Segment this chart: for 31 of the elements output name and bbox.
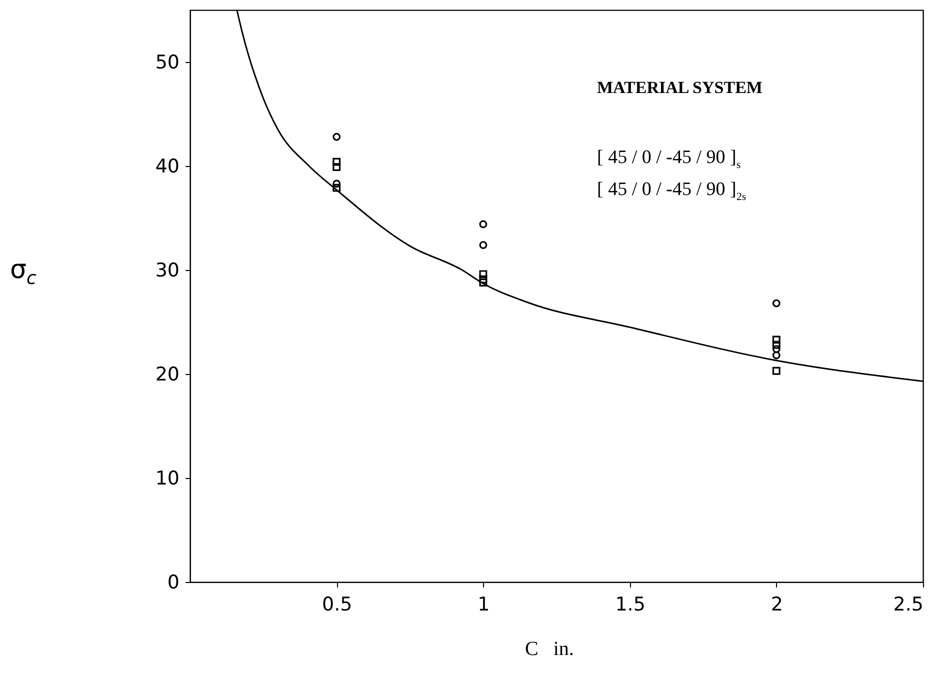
point xyxy=(332,132,341,141)
point xyxy=(479,278,488,286)
y-tick-label: 50 xyxy=(155,52,180,74)
annotation: [ 45 / 0 / -45 / 90 ]$_{s}$ xyxy=(597,146,741,173)
point xyxy=(772,340,780,349)
point xyxy=(332,163,341,172)
point xyxy=(772,345,780,353)
point xyxy=(332,158,341,166)
x-tick-label: 2 xyxy=(770,594,783,616)
y-tick-label: 10 xyxy=(155,468,180,490)
y-tick-label: 20 xyxy=(155,364,180,386)
x-tick-label: 2.5 xyxy=(893,594,924,616)
point xyxy=(772,299,780,308)
point xyxy=(332,184,341,192)
point xyxy=(479,220,488,228)
y-tick-label: 0 xyxy=(167,572,180,594)
annotation: MATERIAL SYSTEM xyxy=(597,78,762,98)
point xyxy=(772,351,780,360)
annotation: [ 45 / 0 / -45 / 90 ]$_{2s}$ xyxy=(597,178,746,205)
x-tick-label: 1.5 xyxy=(615,594,646,616)
y-tick-label: 40 xyxy=(155,156,180,178)
y-tick-label: 30 xyxy=(155,260,180,282)
point xyxy=(772,336,780,344)
point xyxy=(332,180,341,188)
x-tick-label: 1 xyxy=(478,594,490,616)
x-axis-title: C in. xyxy=(525,638,574,660)
x-tick-label: 0.5 xyxy=(322,594,352,616)
point xyxy=(772,366,780,375)
point xyxy=(479,270,488,278)
point xyxy=(479,241,488,249)
y-axis-title: σ$_{c}$ xyxy=(10,255,36,290)
